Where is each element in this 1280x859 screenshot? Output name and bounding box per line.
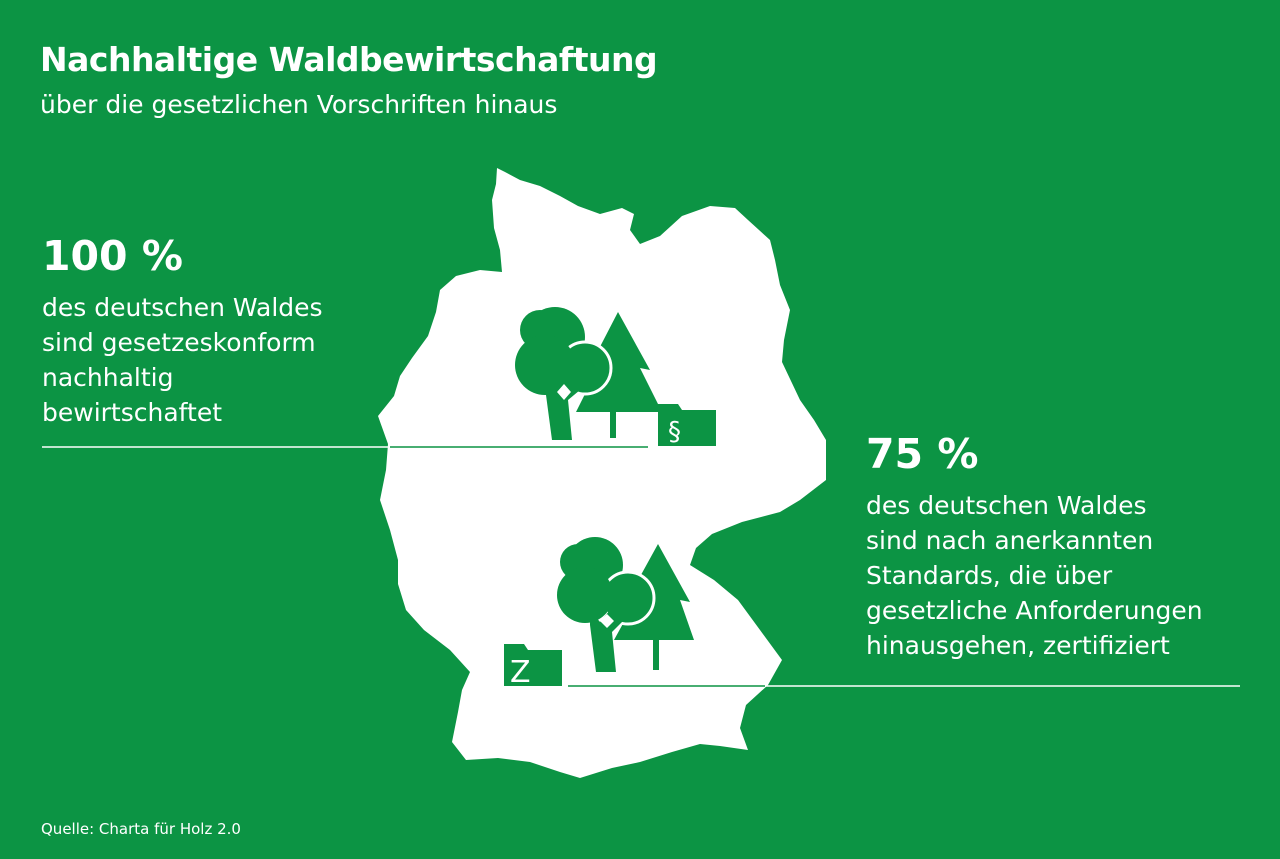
law-paragraph-folder-icon: § [658, 404, 716, 447]
stat-legal-compliance: 100 % des deutschen Waldes sind gesetzes… [42, 232, 323, 430]
certificate-folder-icon: Z [504, 644, 562, 690]
stat-value: 75 % [866, 430, 979, 478]
stat-certified: 75 % des deutschen Waldes sind nach aner… [866, 430, 1203, 663]
forest-icon [515, 307, 662, 440]
page-subtitle: über die gesetzlichen Vorschriften hinau… [40, 90, 558, 119]
page-title: Nachhaltige Waldbewirtschaftung [40, 40, 658, 79]
forest-icon-2 [557, 537, 694, 672]
stat-description: des deutschen Waldes sind nach anerkannt… [866, 491, 1203, 660]
stat-description: des deutschen Waldes sind gesetzeskonfor… [42, 293, 323, 427]
svg-text:§: § [668, 417, 681, 447]
source-note: Quelle: Charta für Holz 2.0 [41, 820, 241, 838]
stat-value: 100 % [42, 232, 183, 280]
svg-text:Z: Z [510, 655, 531, 690]
germany-outline [378, 168, 826, 778]
